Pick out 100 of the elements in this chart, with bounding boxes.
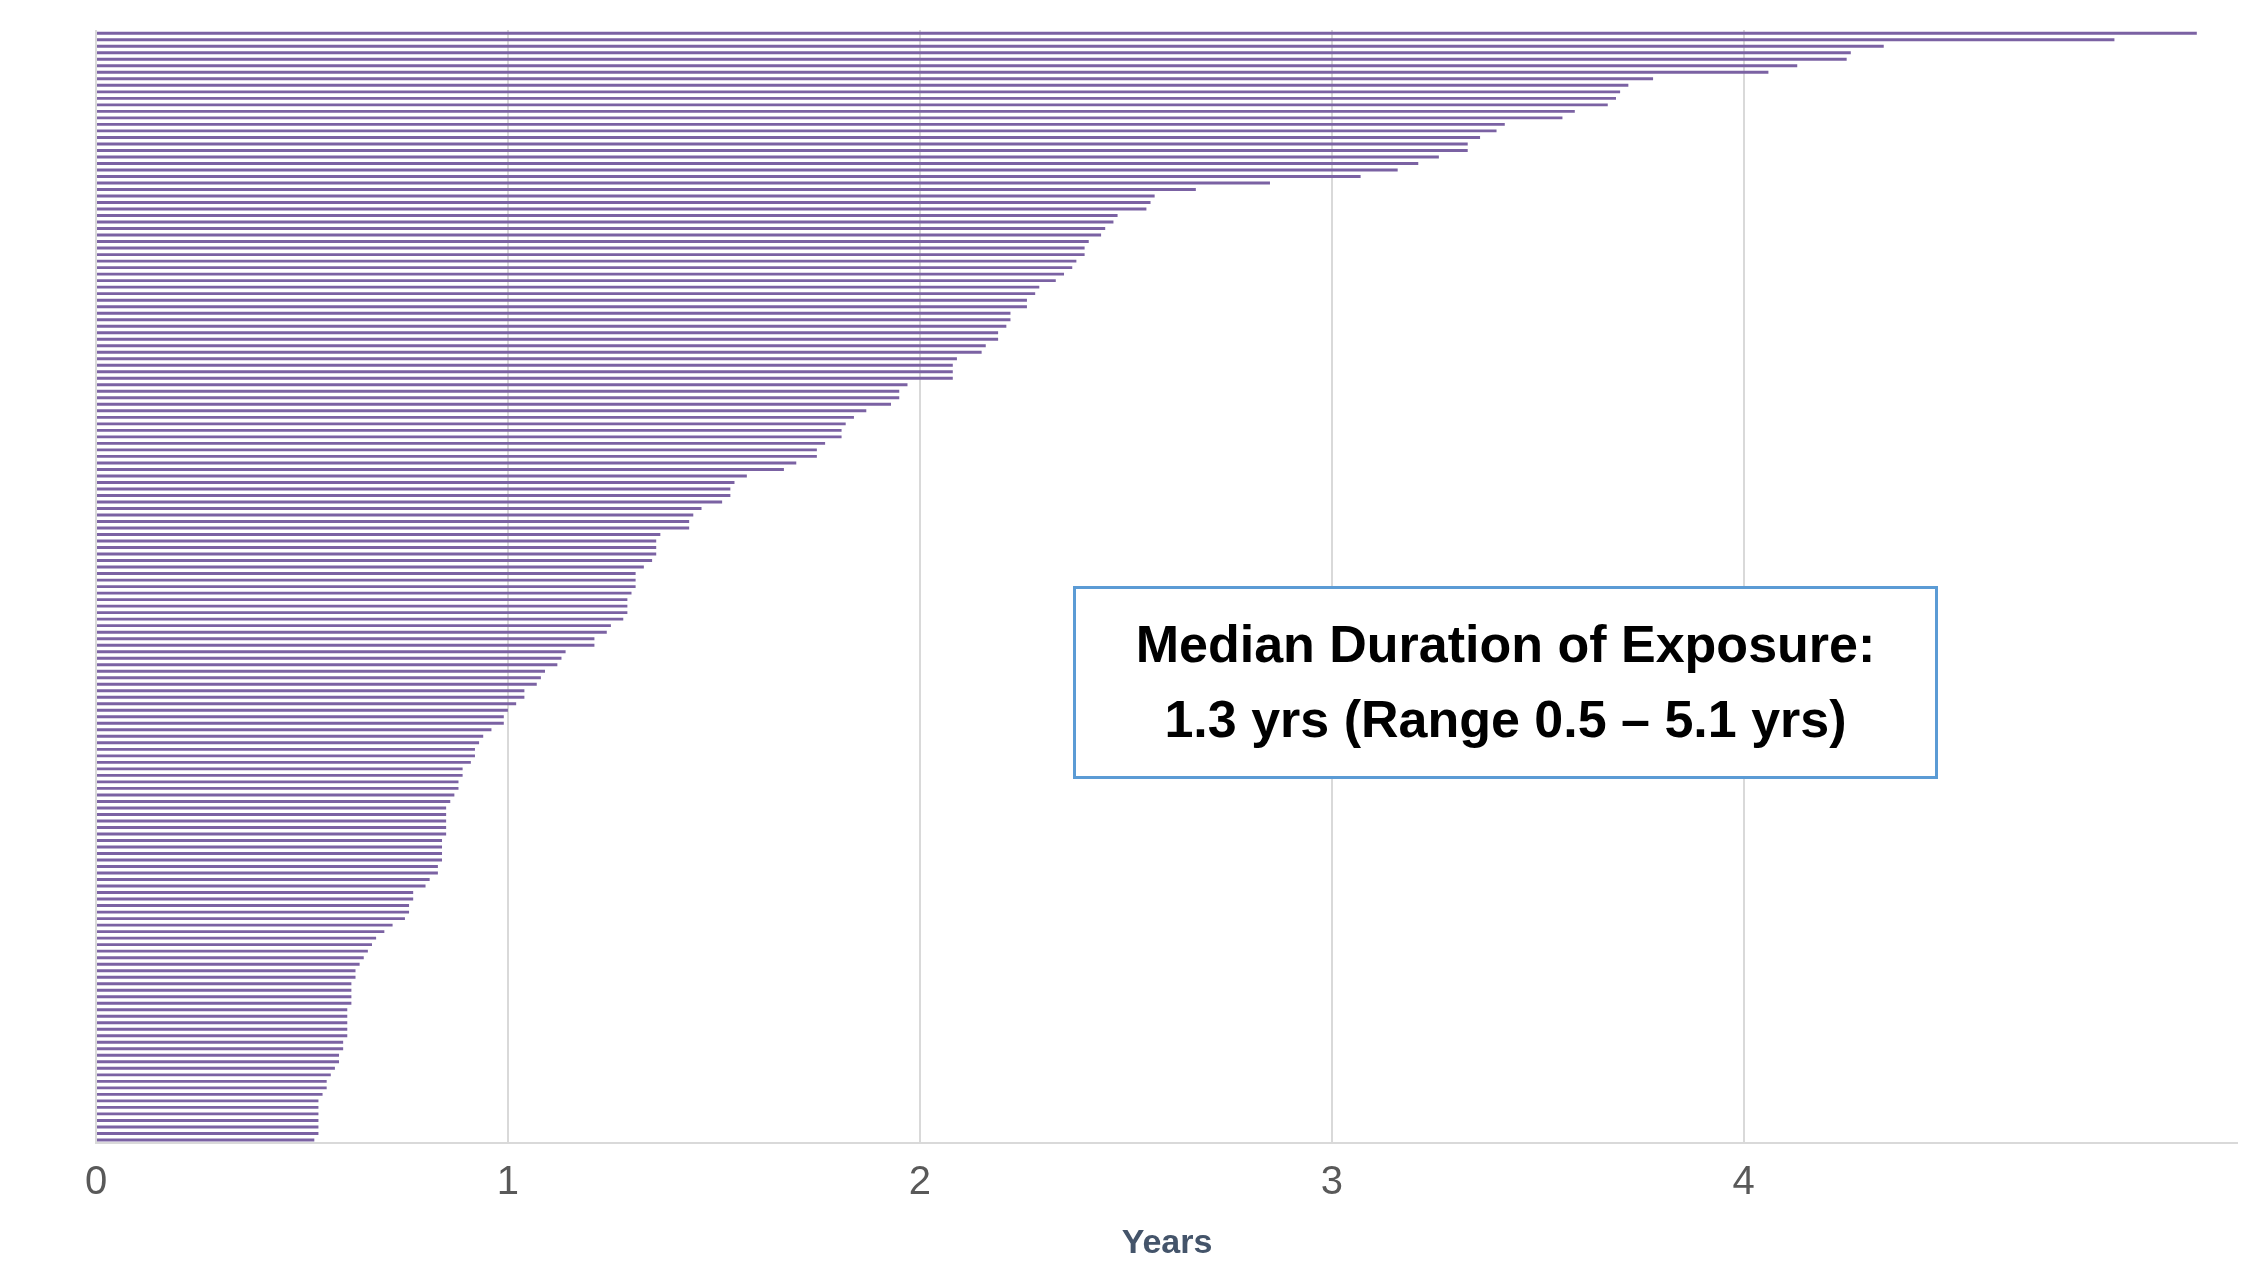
- bar: [97, 572, 636, 576]
- bar: [97, 253, 1085, 257]
- bar: [97, 188, 1196, 191]
- bar: [97, 227, 1106, 231]
- annotation: Median Duration of Exposure: 1.3 yrs (Range 0.5 – 5.1 yrs): [1073, 586, 1938, 779]
- bar: [97, 1047, 344, 1051]
- bar: [97, 168, 1398, 172]
- bar: [97, 344, 986, 348]
- bar: [97, 617, 624, 621]
- bar: [97, 1138, 315, 1142]
- bar: [97, 741, 480, 745]
- bar: [97, 936, 377, 940]
- bar: [97, 389, 900, 393]
- bar: [97, 624, 611, 628]
- bar: [97, 982, 352, 986]
- bar: [97, 689, 525, 693]
- bar: [97, 591, 632, 595]
- bar: [97, 949, 368, 953]
- bar: [97, 695, 525, 699]
- bar: [97, 871, 438, 875]
- bar: [97, 31, 2197, 35]
- bar: [97, 480, 735, 484]
- bar: [97, 161, 1419, 165]
- x-tick-label: 2: [908, 1158, 931, 1203]
- bar: [97, 272, 1065, 276]
- bar: [97, 682, 537, 686]
- bar: [97, 995, 352, 999]
- bar: [97, 812, 447, 816]
- bar: [97, 402, 892, 406]
- bar: [97, 318, 1011, 322]
- bar: [97, 259, 1077, 263]
- bar: [97, 435, 842, 439]
- bar: [97, 311, 1011, 315]
- bar: [97, 1021, 348, 1025]
- bar: [97, 988, 352, 992]
- x-tick-label: 1: [496, 1158, 520, 1203]
- bar: [97, 923, 393, 927]
- bar: [97, 754, 475, 758]
- bar: [97, 116, 1563, 120]
- bar: [97, 83, 1629, 87]
- bar: [97, 637, 595, 641]
- bar: [97, 734, 484, 738]
- bar: [97, 728, 492, 732]
- bar: [97, 487, 731, 491]
- bar: [97, 656, 562, 660]
- bar: [97, 878, 430, 882]
- bar: [97, 767, 463, 771]
- bar: [97, 793, 455, 797]
- bar: [97, 1086, 327, 1090]
- bar: [97, 494, 731, 497]
- bar: [97, 415, 854, 419]
- bar: [97, 461, 797, 465]
- bar: [97, 897, 414, 901]
- bar: [97, 643, 595, 647]
- bar: [97, 1099, 319, 1103]
- bar: [97, 533, 661, 536]
- bar: [97, 324, 1007, 328]
- bar: [97, 77, 1654, 81]
- bar: [97, 467, 784, 471]
- bar: [97, 1053, 340, 1057]
- bar: [97, 884, 426, 888]
- bar: [97, 507, 702, 510]
- bar: [97, 943, 372, 947]
- bar: [97, 363, 953, 367]
- bar: [97, 422, 846, 426]
- bar: [97, 956, 364, 960]
- bar: [97, 546, 657, 550]
- bar: [97, 1092, 323, 1096]
- bar: [97, 103, 1608, 107]
- bar: [97, 441, 826, 445]
- bar: [97, 819, 447, 823]
- bar: [97, 96, 1616, 100]
- bar: [97, 702, 517, 706]
- bar: [97, 1105, 319, 1109]
- bar: [97, 552, 657, 556]
- x-axis-title: Years: [1121, 1221, 1213, 1260]
- bar: [97, 350, 982, 354]
- bar: [97, 676, 541, 680]
- bar: [97, 598, 628, 602]
- bar: [97, 786, 459, 790]
- bar: [97, 220, 1114, 224]
- bar: [97, 611, 628, 615]
- bar: [97, 122, 1505, 126]
- bar: [97, 773, 463, 777]
- bar: [97, 565, 644, 569]
- x-tick-label: 3: [1320, 1158, 1343, 1203]
- bar: [97, 962, 360, 966]
- bar: [97, 865, 438, 868]
- bar: [97, 930, 385, 934]
- bar: [97, 409, 867, 413]
- bar: [97, 474, 747, 478]
- bar: [97, 747, 475, 751]
- bar: [97, 448, 817, 452]
- bar: [97, 57, 1847, 61]
- bar: [97, 298, 1027, 302]
- bar: [97, 910, 410, 914]
- bar: [97, 1118, 319, 1122]
- bar: [97, 214, 1118, 217]
- bar: [97, 630, 607, 634]
- bar: [97, 305, 1027, 309]
